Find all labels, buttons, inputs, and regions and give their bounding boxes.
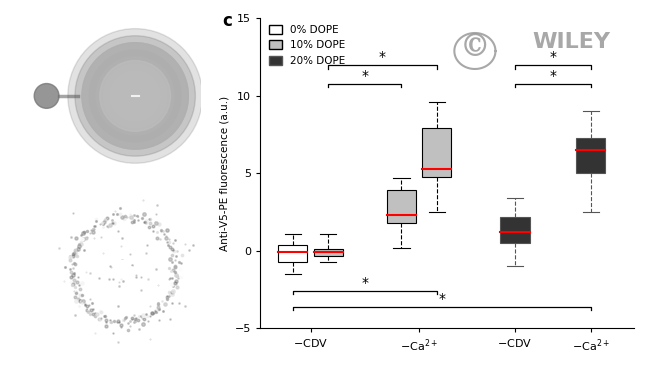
- Text: *: *: [361, 69, 369, 83]
- Circle shape: [89, 50, 181, 142]
- Bar: [576, 138, 605, 173]
- Circle shape: [111, 71, 160, 121]
- Y-axis label: Anti-V5-PE fluorescence (a.u.): Anti-V5-PE fluorescence (a.u.): [219, 96, 229, 251]
- Legend: 0% DOPE, 10% DOPE, 20% DOPE: 0% DOPE, 10% DOPE, 20% DOPE: [265, 21, 350, 70]
- Circle shape: [96, 57, 174, 135]
- Bar: [500, 217, 530, 243]
- Circle shape: [34, 83, 59, 108]
- Bar: [387, 190, 416, 223]
- Text: *: *: [361, 276, 369, 290]
- Bar: [278, 245, 307, 262]
- Text: a: a: [29, 13, 39, 28]
- Circle shape: [103, 64, 167, 128]
- Text: *: *: [549, 50, 556, 64]
- Circle shape: [82, 43, 188, 149]
- Circle shape: [68, 29, 202, 163]
- Bar: [313, 249, 343, 256]
- Bar: [422, 128, 451, 176]
- Text: WILEY: WILEY: [533, 32, 611, 52]
- Text: ©: ©: [460, 32, 490, 63]
- Text: *: *: [379, 50, 386, 64]
- Circle shape: [75, 36, 196, 156]
- Text: c: c: [222, 12, 233, 30]
- Text: b: b: [32, 197, 43, 212]
- Circle shape: [82, 43, 188, 149]
- Circle shape: [99, 61, 170, 131]
- Text: *: *: [549, 69, 556, 83]
- Text: *: *: [438, 292, 445, 306]
